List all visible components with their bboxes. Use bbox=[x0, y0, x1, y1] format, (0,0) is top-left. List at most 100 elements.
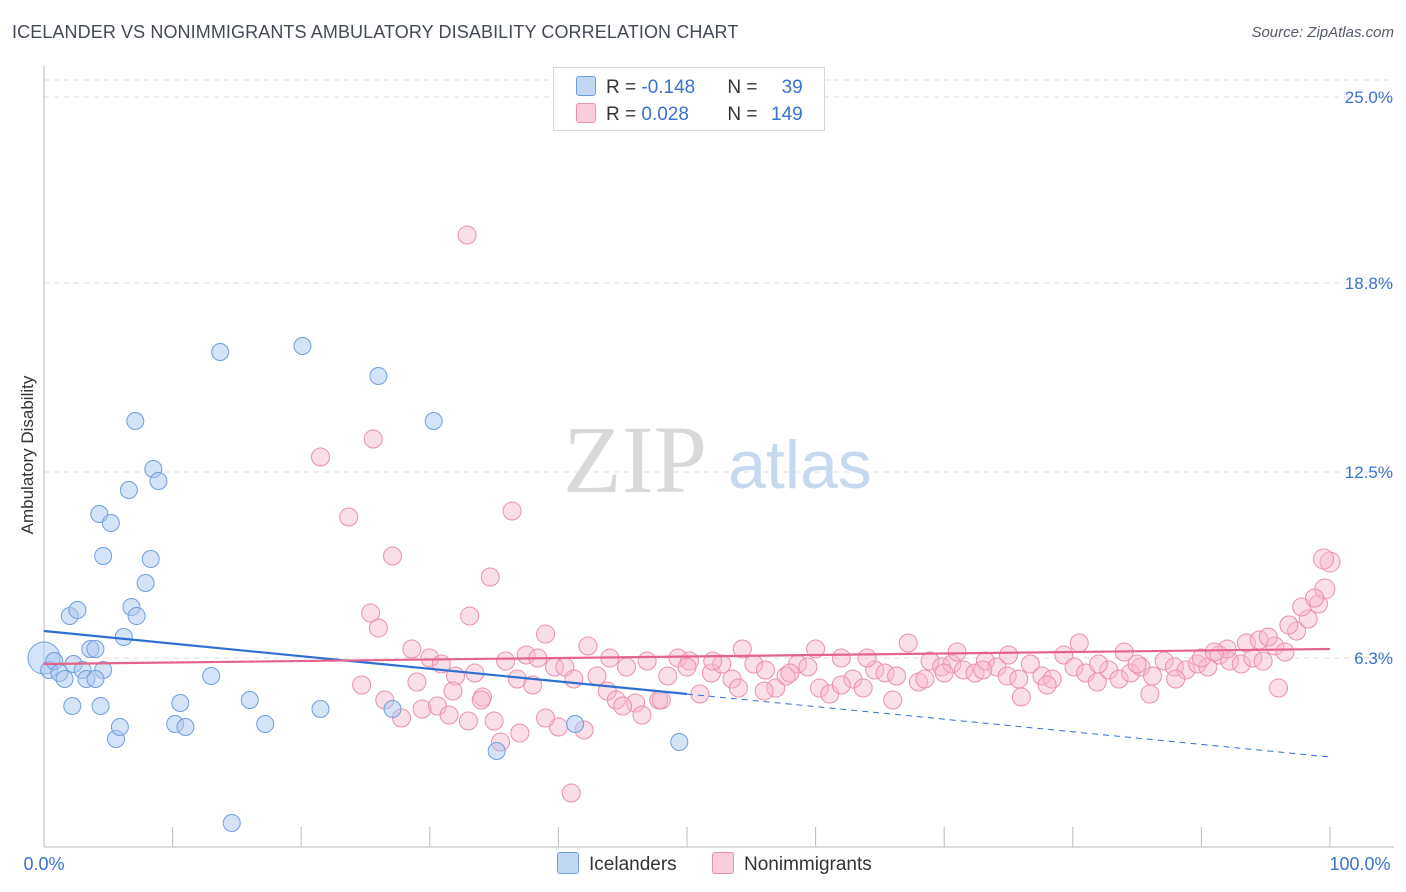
legend-n-value-nonimmigrants: 149 bbox=[771, 104, 803, 125]
nonimmigrant-point bbox=[754, 681, 774, 701]
nonimmigrant-point bbox=[1275, 642, 1295, 662]
x-tick-label-max: 100.0% bbox=[1329, 854, 1390, 874]
nonimmigrant-point bbox=[407, 672, 427, 692]
nonimmigrant-point bbox=[412, 699, 432, 719]
icelander-point bbox=[127, 607, 146, 625]
correlation-legend: R = -0.148 N = 39 R = 0.028 N = 149 bbox=[553, 67, 825, 131]
icelander-point bbox=[63, 697, 82, 715]
nonimmigrant-point bbox=[999, 645, 1018, 665]
nonimmigrant-point bbox=[420, 648, 440, 668]
nonimmigrant-point bbox=[502, 501, 522, 521]
nonimmigrant-point bbox=[536, 624, 556, 644]
nonimmigrant-point bbox=[443, 681, 463, 701]
nonimmigrant-point bbox=[439, 705, 459, 725]
nonimmigrant-point bbox=[831, 675, 851, 695]
icelanders-points bbox=[27, 337, 689, 832]
nonimmigrant-point bbox=[997, 666, 1017, 686]
tick-labels: 6.3% 12.5% 18.8% 25.0% 0.0% 100.0% bbox=[23, 88, 1393, 874]
icelander-point bbox=[149, 472, 168, 490]
icelander-point bbox=[211, 343, 230, 361]
icelander-point bbox=[222, 814, 241, 832]
y-tick-label: 25.0% bbox=[1345, 88, 1393, 107]
icelander-point bbox=[369, 367, 388, 385]
bottom-swatch-icelanders bbox=[557, 852, 579, 874]
nonimmigrant-point bbox=[1109, 669, 1129, 689]
nonimmigrant-point bbox=[934, 663, 954, 683]
nonimmigrant-point bbox=[1191, 648, 1211, 668]
nonimmigrant-point bbox=[1069, 633, 1089, 653]
nonimmigrant-point bbox=[1258, 627, 1278, 647]
nonimmigrant-point bbox=[480, 567, 500, 587]
nonimmigrant-point bbox=[806, 639, 826, 659]
nonimmigrant-point bbox=[352, 675, 372, 695]
nonimmigrant-point bbox=[658, 666, 678, 686]
icelander-point bbox=[670, 733, 689, 751]
nonimmigrant-point bbox=[732, 639, 752, 659]
grid-lines bbox=[44, 79, 1394, 659]
nonimmigrant-point bbox=[310, 447, 330, 467]
nonimmigrant-point bbox=[1166, 669, 1186, 689]
nonimmigrant-point bbox=[457, 225, 477, 245]
nonimmigrant-point bbox=[361, 603, 381, 623]
icelander-point bbox=[110, 718, 129, 736]
icelander-point bbox=[136, 574, 155, 592]
nonimmigrant-point bbox=[1220, 651, 1240, 671]
icelander-point bbox=[101, 514, 120, 532]
nonimmigrant-point bbox=[1037, 675, 1057, 695]
nonimmigrant-point bbox=[458, 711, 478, 731]
nonimmigrant-point bbox=[776, 666, 796, 686]
nonimmigrant-point bbox=[1143, 666, 1163, 686]
bottom-legend-nonimmigrants: Nonimmigrants bbox=[712, 852, 872, 876]
nonimmigrant-point bbox=[368, 618, 388, 638]
nonimmigrant-point bbox=[853, 678, 873, 698]
nonimmigrant-point bbox=[1236, 633, 1256, 653]
nonimmigrant-point bbox=[728, 678, 748, 698]
icelander-point bbox=[86, 670, 105, 688]
nonimmigrant-point bbox=[471, 690, 491, 710]
nonimmigrant-point bbox=[875, 663, 895, 683]
nonimmigrant-point bbox=[1287, 621, 1307, 641]
nonimmigrant-point bbox=[887, 666, 907, 686]
nonimmigrant-point bbox=[857, 648, 877, 668]
watermark-atlas: atlas bbox=[728, 427, 872, 503]
watermark: ZIP atlas bbox=[563, 406, 872, 513]
legend-n-label: N = bbox=[727, 77, 763, 98]
icelander-point bbox=[487, 742, 506, 760]
nonimmigrant-point bbox=[510, 723, 530, 743]
nonimmigrant-point bbox=[755, 660, 775, 680]
legend-swatch-nonimmigrants bbox=[576, 103, 596, 123]
legend-r-label: R = bbox=[606, 77, 642, 98]
nonimmigrants-trend-line bbox=[43, 647, 1331, 666]
bottom-legend-icelanders: Icelanders bbox=[557, 852, 677, 876]
legend-swatch-icelanders bbox=[576, 76, 596, 96]
nonimmigrant-point bbox=[1011, 687, 1031, 707]
icelanders-trend-line bbox=[43, 629, 688, 696]
trend-lines bbox=[43, 629, 1331, 758]
legend-r-value-icelanders: -0.148 bbox=[641, 77, 696, 98]
bottom-legend-label-nonimmigrants: Nonimmigrants bbox=[744, 854, 872, 875]
nonimmigrant-point bbox=[1231, 654, 1251, 674]
nonimmigrant-point bbox=[1298, 609, 1318, 629]
y-axis-label: Ambulatory Disability bbox=[18, 375, 37, 535]
nonimmigrant-point bbox=[637, 651, 657, 671]
icelander-point bbox=[202, 667, 221, 685]
icelander-point bbox=[311, 700, 330, 718]
nonimmigrant-point bbox=[1089, 654, 1109, 674]
nonimmigrant-point bbox=[402, 639, 422, 659]
bottom-legend-label-icelanders: Icelanders bbox=[589, 854, 677, 875]
nonimmigrant-point bbox=[587, 666, 607, 686]
nonimmigrant-point bbox=[613, 696, 633, 716]
icelander-point bbox=[94, 547, 113, 565]
nonimmigrant-point bbox=[898, 633, 918, 653]
nonimmigrant-point bbox=[690, 684, 710, 704]
axes bbox=[43, 66, 1394, 848]
nonimmigrant-point bbox=[1305, 588, 1325, 608]
icelander-point bbox=[114, 628, 133, 646]
nonimmigrant-point bbox=[953, 660, 973, 680]
icelander-point bbox=[55, 670, 74, 688]
nonimmigrant-point bbox=[1279, 615, 1299, 635]
nonimmigrant-point bbox=[1313, 548, 1335, 570]
nonimmigrant-point bbox=[1308, 594, 1328, 614]
nonimmigrant-point bbox=[809, 678, 829, 698]
